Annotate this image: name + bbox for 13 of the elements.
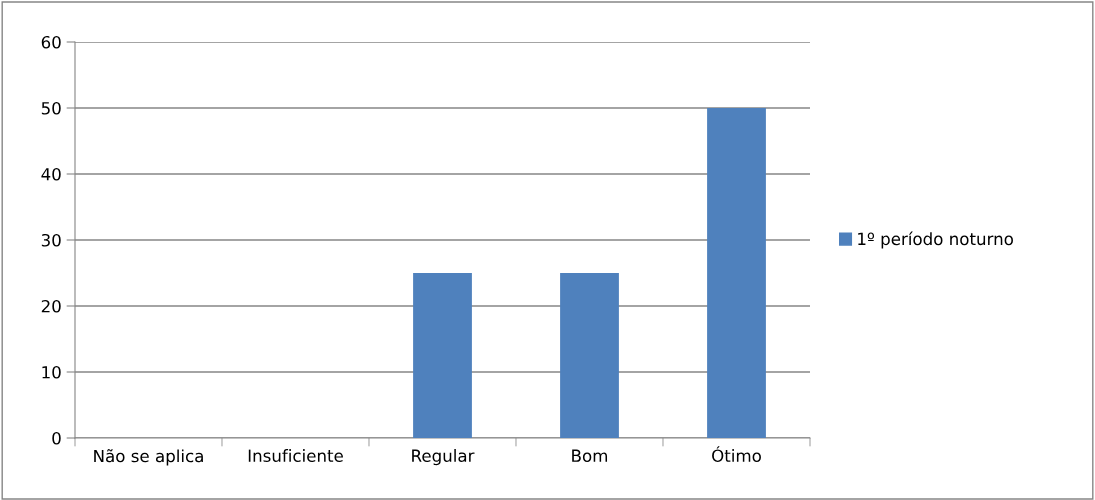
x-tick-label: Regular <box>412 449 475 466</box>
y-tick-label: 30 <box>41 233 61 247</box>
legend-label: 1º período noturno <box>858 231 1013 249</box>
y-tick-label: 0 <box>52 431 61 445</box>
y-tick-label: 50 <box>41 101 61 115</box>
y-tick-label: 20 <box>41 299 61 313</box>
y-tick-label: 40 <box>41 167 61 181</box>
y-tick-label: 60 <box>41 35 61 49</box>
x-tick-label: Bom <box>572 449 608 463</box>
y-tick-label: 10 <box>42 365 61 379</box>
x-tick-label: Insuficiente <box>248 449 343 463</box>
x-tick-label: Não se aplica <box>94 449 203 466</box>
x-tick-label: Ótimo <box>712 446 761 463</box>
